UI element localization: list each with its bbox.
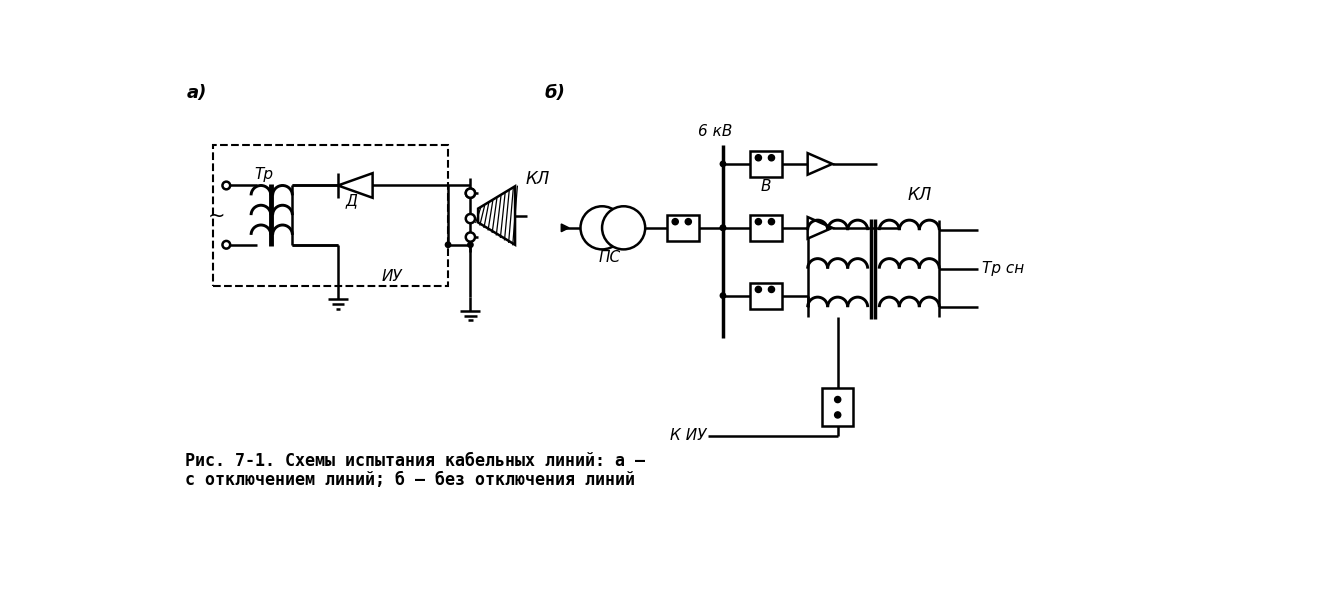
Text: В: В [761, 179, 771, 194]
Text: КЛ: КЛ [908, 187, 932, 204]
Polygon shape [479, 186, 516, 245]
Circle shape [755, 155, 761, 161]
Circle shape [468, 242, 473, 247]
Circle shape [720, 293, 726, 298]
Circle shape [834, 396, 841, 403]
Text: К ИУ: К ИУ [670, 429, 706, 443]
Circle shape [602, 206, 645, 249]
Text: Тр: Тр [255, 167, 274, 182]
Text: ПС: ПС [599, 250, 621, 265]
Text: Рис. 7-1. Схемы испытания кабельных линий: а —: Рис. 7-1. Схемы испытания кабельных лини… [185, 452, 645, 470]
Bar [822, 388, 853, 427]
Bar [666, 215, 699, 241]
Circle shape [685, 219, 691, 225]
Text: 6 кВ: 6 кВ [698, 124, 732, 139]
Polygon shape [338, 173, 373, 198]
Circle shape [834, 412, 841, 418]
Polygon shape [808, 217, 833, 238]
Text: с отключением линий; б — без отключения линий: с отключением линий; б — без отключения … [185, 471, 636, 489]
Circle shape [768, 219, 775, 225]
Circle shape [720, 225, 726, 231]
Circle shape [465, 214, 475, 224]
Bar [750, 283, 783, 309]
Circle shape [222, 182, 230, 190]
Text: КЛ: КЛ [525, 170, 550, 188]
Bar [750, 215, 783, 241]
Circle shape [222, 241, 230, 249]
Polygon shape [808, 153, 833, 175]
Circle shape [580, 206, 624, 249]
Bar [750, 151, 783, 177]
Text: ИУ: ИУ [382, 269, 402, 284]
Text: а): а) [186, 84, 208, 102]
Polygon shape [562, 224, 568, 232]
Text: Д: Д [345, 193, 357, 209]
Circle shape [755, 219, 761, 225]
Circle shape [465, 188, 475, 198]
Circle shape [446, 242, 451, 247]
Circle shape [465, 188, 475, 198]
Circle shape [768, 286, 775, 293]
Text: Тр сн: Тр сн [982, 261, 1025, 276]
Circle shape [720, 162, 726, 167]
Circle shape [768, 155, 775, 161]
Text: ~: ~ [208, 206, 225, 225]
Circle shape [720, 225, 726, 231]
Text: б): б) [545, 84, 566, 102]
Circle shape [465, 232, 475, 242]
Circle shape [672, 219, 678, 225]
Bar [213, 145, 448, 285]
Circle shape [755, 286, 761, 293]
